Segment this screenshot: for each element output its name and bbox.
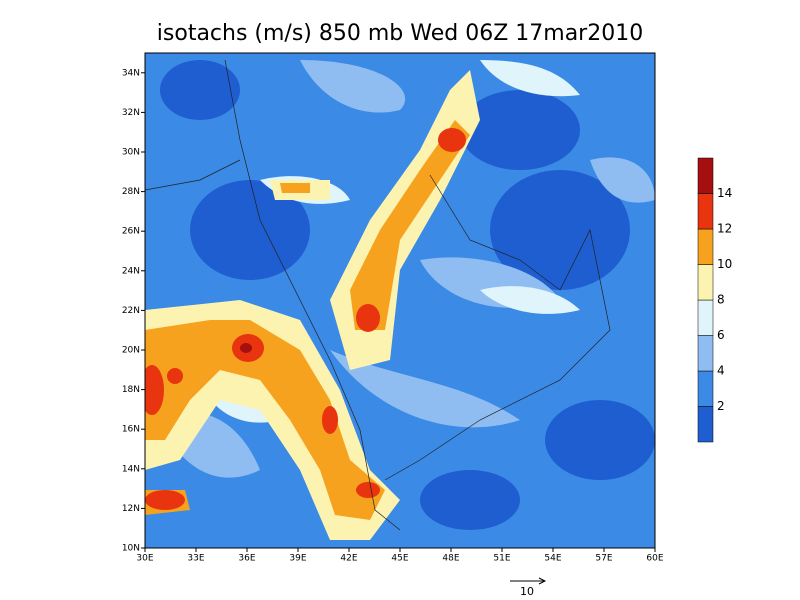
colorbar-label: 14 (717, 186, 732, 200)
colorbar-band (697, 335, 714, 372)
y-tick-label: 16N (122, 425, 140, 435)
colorbar-band (697, 157, 714, 194)
y-tick-label: 28N (122, 187, 140, 197)
y-tick-label: 10N (122, 544, 140, 554)
map-title: isotachs (m/s) 850 mb Wed 06Z 17mar2010 (157, 21, 643, 46)
colorbar-band (697, 193, 714, 230)
x-tick-label: 51E (493, 554, 510, 564)
y-tick-label: 20N (122, 346, 140, 356)
x-tick-label: 48E (442, 554, 459, 564)
colorbar-label: 12 (717, 222, 732, 236)
coastlines (145, 59, 611, 531)
x-tick-label: 33E (187, 554, 204, 564)
colorbar-label: 10 (717, 257, 732, 271)
colorbar-band (697, 228, 714, 265)
y-tick-label: 34N (122, 68, 140, 78)
colorbar-label: 8 (717, 293, 725, 307)
colorbar-band (697, 370, 714, 407)
y-tick-label: 14N (122, 464, 140, 474)
weak-wind-areas (160, 60, 655, 530)
peak-wind-areas (240, 343, 252, 353)
x-tick-label: 30E (136, 554, 153, 564)
y-tick-label: 30N (122, 148, 140, 158)
y-tick-label: 12N (122, 504, 140, 514)
y-tick-label: 18N (122, 385, 140, 395)
y-tick-label: 22N (122, 306, 140, 316)
x-tick-label: 42E (340, 554, 357, 564)
y-tick-label: 32N (122, 108, 140, 118)
x-tick-label: 39E (289, 554, 306, 564)
x-tick-label: 57E (595, 554, 612, 564)
x-tick-label: 54E (544, 554, 561, 564)
reference-label: 10 (520, 585, 534, 598)
x-tick-label: 45E (391, 554, 408, 564)
colorbar-label: 6 (717, 328, 725, 342)
y-tick-label: 24N (122, 266, 140, 276)
x-tick-label: 36E (238, 554, 255, 564)
colorbar-band (697, 264, 714, 301)
colorbar-label: 2 (717, 399, 725, 413)
reference-arrowhead (538, 577, 547, 585)
colorbar-band (697, 299, 714, 336)
y-tick-label: 26N (122, 227, 140, 237)
colorbar-band (697, 406, 714, 443)
isotach-field (145, 53, 655, 548)
colorbar-label: 4 (717, 364, 725, 378)
x-tick-label: 60E (646, 554, 663, 564)
